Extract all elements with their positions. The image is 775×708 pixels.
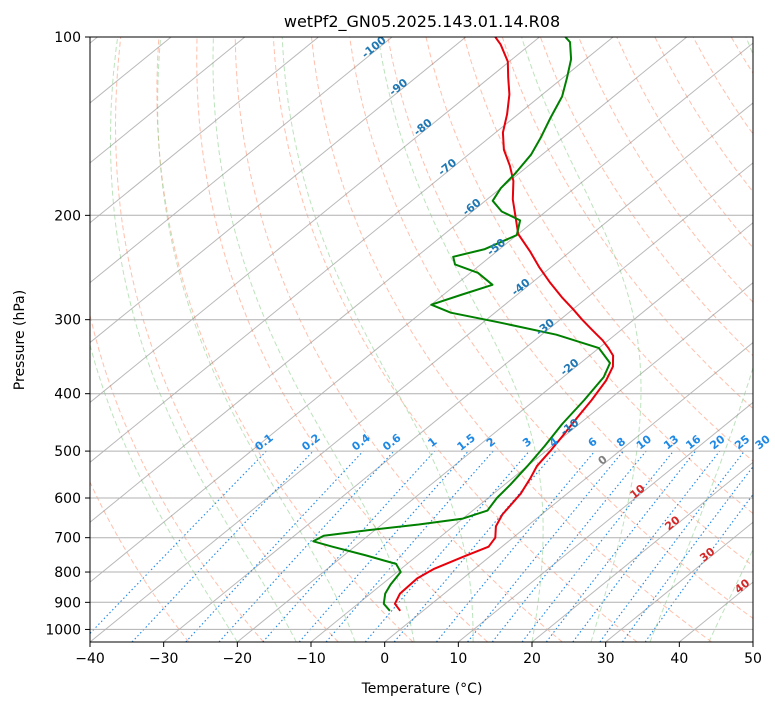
isotherm: [605, 521, 753, 642]
y-tick-label: 200: [54, 208, 81, 224]
moist-adiabat: [110, 37, 297, 642]
y-tick-label: 900: [54, 595, 81, 611]
y-tick-label: 700: [54, 531, 81, 547]
mixing-ratio-line: [467, 450, 624, 642]
isotherm: [90, 42, 753, 583]
mixing-ratio-line: [644, 493, 753, 642]
y-tick-label: 1000: [45, 622, 81, 638]
x-tick-label: 40: [670, 651, 688, 667]
isotherm: [90, 37, 688, 523]
mixing-ratio-line: [435, 450, 596, 642]
temperature-line: [393, 37, 615, 612]
moist-adiabat: [90, 342, 238, 642]
dewpoint-line: [312, 37, 611, 612]
mixing-ratio-line: [298, 450, 469, 642]
isotherm: [457, 401, 753, 642]
sounding-series: [312, 37, 615, 612]
isotherm: [163, 162, 753, 642]
mixing-ratio-label: 36: [774, 432, 775, 452]
mixing-ratio-line: [621, 465, 753, 642]
x-tick-label: 20: [523, 651, 541, 667]
moist-adiabat: [212, 37, 415, 642]
dry-adiabat: [272, 37, 638, 642]
mixing-ratio-line: [393, 450, 557, 642]
isotherm: [90, 37, 614, 463]
moist-adiabat: [157, 37, 356, 642]
dry-adiabat: [539, 37, 753, 357]
isotherm: [90, 37, 467, 344]
dry-adiabat: [90, 480, 190, 642]
background-lines: [90, 37, 753, 642]
dry-adiabat: [234, 37, 563, 642]
dry-adiabat: [196, 37, 488, 642]
x-tick-label: −10: [296, 651, 326, 667]
mixing-ratio-line: [262, 450, 436, 642]
x-axis: −40 −30 −20 −10 0 10 20 30 40 50: [75, 642, 762, 667]
x-tick-label: 50: [744, 651, 762, 667]
mixing-ratio-line: [90, 450, 267, 635]
isotherm: [90, 102, 753, 642]
moist-adiabat: [281, 37, 474, 642]
pressure-grid: [90, 37, 753, 630]
x-axis-title: Temperature (°C): [361, 681, 483, 697]
y-tick-label: 100: [54, 30, 81, 46]
y-axis: 1000 900 800 700 600 500 400 300 200 100: [45, 30, 90, 638]
x-tick-label: −30: [149, 651, 179, 667]
isotherm: [90, 37, 540, 404]
plot-frame: [89, 36, 754, 643]
isotherm: [531, 461, 753, 642]
y-tick-label: 600: [54, 491, 81, 507]
y-tick-label: 400: [54, 387, 81, 403]
x-tick-label: 0: [380, 651, 389, 667]
y-tick-label: 300: [54, 313, 81, 329]
mixing-ratio-line: [572, 450, 721, 642]
mixing-ratio-line: [491, 450, 647, 642]
isotherm: [90, 37, 246, 164]
x-tick-label: −40: [75, 651, 105, 667]
y-tick-label: 800: [54, 565, 81, 581]
isotherm: [310, 282, 753, 642]
dry-adiabat: [463, 37, 753, 462]
x-tick-label: 30: [597, 651, 615, 667]
dry-adiabat: [578, 37, 753, 303]
chart-title: wetPf2_GN05.2025.143.01.14.R08: [284, 12, 560, 32]
isotherm: [236, 222, 753, 642]
mixing-ratio-line: [185, 450, 364, 642]
y-tick-label: 500: [54, 444, 81, 460]
moist-adiabat: [377, 37, 544, 642]
isotherm: [384, 341, 753, 642]
isotherm: [90, 37, 319, 224]
isotherm: [90, 37, 393, 284]
dry-adiabat: [311, 37, 713, 642]
mixing-ratio-line: [599, 450, 745, 642]
x-tick-label: 10: [449, 651, 467, 667]
moist-adiabat: [521, 37, 642, 642]
mixing-ratio-line: [131, 450, 314, 642]
x-tick-label: −20: [223, 651, 253, 667]
y-axis-title: Pressure (hPa): [12, 290, 28, 390]
